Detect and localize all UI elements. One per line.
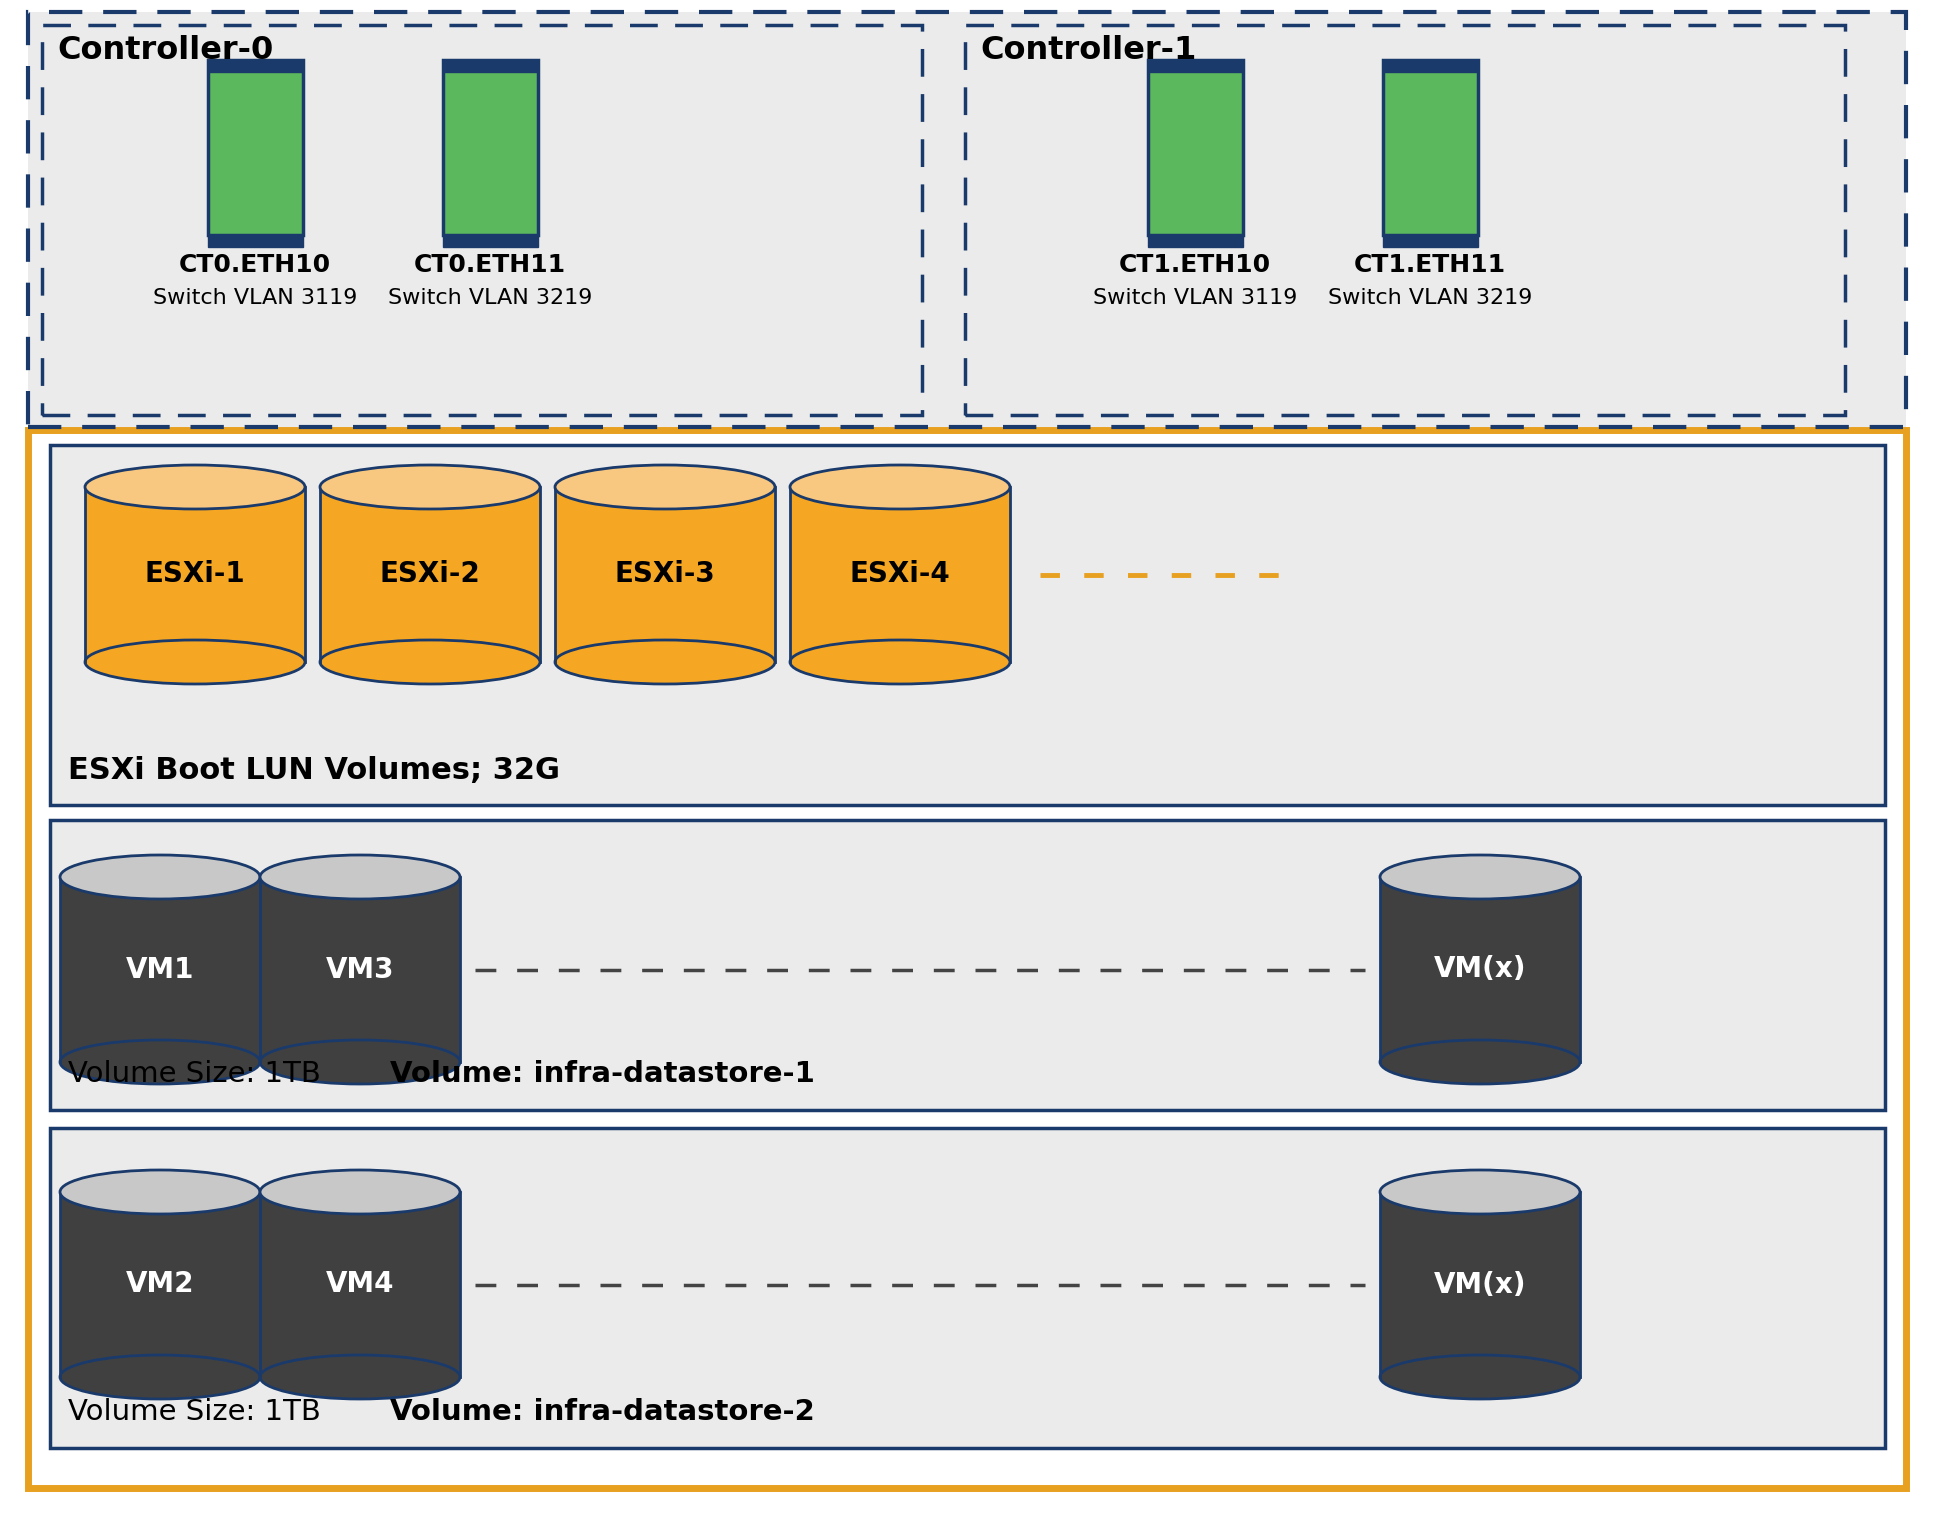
Ellipse shape	[259, 855, 461, 899]
Text: VM(x): VM(x)	[1434, 1270, 1527, 1299]
Bar	[259, 876, 461, 1063]
Text: Volume: infra-datastore-2: Volume: infra-datastore-2	[391, 1398, 815, 1427]
Ellipse shape	[1380, 1040, 1581, 1084]
Text: Switch VLAN 3119: Switch VLAN 3119	[153, 288, 358, 308]
Bar	[1382, 61, 1478, 235]
Text: ESXi-2: ESXi-2	[379, 561, 480, 588]
Text: Volume Size: 1TB: Volume Size: 1TB	[68, 1060, 321, 1088]
Bar	[1380, 1192, 1581, 1377]
Bar	[319, 487, 540, 662]
Bar	[50, 446, 1885, 805]
Ellipse shape	[319, 465, 540, 509]
Ellipse shape	[60, 855, 259, 899]
Bar	[555, 487, 776, 662]
Bar	[259, 1192, 461, 1377]
Ellipse shape	[60, 1355, 259, 1399]
Bar	[60, 1192, 259, 1377]
Text: CT0.ETH10: CT0.ETH10	[178, 253, 331, 277]
Text: ESXi-1: ESXi-1	[145, 561, 246, 588]
Text: Volume Size: 1TB: Volume Size: 1TB	[68, 1398, 321, 1427]
Text: VM(x): VM(x)	[1434, 955, 1527, 984]
Bar	[27, 431, 1906, 1489]
Text: VM3: VM3	[325, 955, 395, 984]
Ellipse shape	[789, 465, 1010, 509]
Ellipse shape	[1380, 855, 1581, 899]
Text: ESXi-3: ESXi-3	[615, 561, 716, 588]
Bar	[50, 820, 1885, 1110]
Text: Switch VLAN 3119: Switch VLAN 3119	[1093, 288, 1296, 308]
Bar	[1147, 235, 1242, 247]
Ellipse shape	[1380, 1170, 1581, 1214]
Bar	[1147, 61, 1242, 71]
Ellipse shape	[555, 640, 776, 684]
Bar	[207, 235, 302, 247]
Ellipse shape	[555, 465, 776, 509]
Ellipse shape	[85, 640, 306, 684]
Text: Switch VLAN 3219: Switch VLAN 3219	[387, 288, 592, 308]
Ellipse shape	[1380, 1355, 1581, 1399]
Text: Volume: infra-datastore-1: Volume: infra-datastore-1	[391, 1060, 815, 1088]
Ellipse shape	[60, 1040, 259, 1084]
Ellipse shape	[85, 465, 306, 509]
Bar	[1380, 876, 1581, 1063]
Bar	[966, 24, 1844, 415]
Text: Controller-0: Controller-0	[56, 35, 273, 67]
Text: Switch VLAN 3219: Switch VLAN 3219	[1327, 288, 1533, 308]
Text: VM1: VM1	[126, 955, 194, 984]
Bar	[207, 61, 302, 71]
Text: Controller-1: Controller-1	[979, 35, 1196, 67]
Text: CT0.ETH11: CT0.ETH11	[414, 253, 567, 277]
Text: ESXi Boot LUN Volumes; 32G: ESXi Boot LUN Volumes; 32G	[68, 756, 559, 785]
Text: CT1.ETH10: CT1.ETH10	[1118, 253, 1271, 277]
Bar	[85, 487, 306, 662]
Text: CT1.ETH11: CT1.ETH11	[1354, 253, 1505, 277]
Bar	[60, 876, 259, 1063]
Bar	[1147, 61, 1242, 235]
Bar	[207, 61, 302, 235]
Ellipse shape	[259, 1040, 461, 1084]
Bar	[443, 61, 538, 71]
Bar	[43, 24, 921, 415]
Text: ESXi-4: ESXi-4	[849, 561, 950, 588]
Ellipse shape	[259, 1355, 461, 1399]
Ellipse shape	[259, 1170, 461, 1214]
Ellipse shape	[319, 640, 540, 684]
Bar	[789, 487, 1010, 662]
Bar	[443, 235, 538, 247]
Ellipse shape	[789, 640, 1010, 684]
Bar	[443, 61, 538, 235]
Ellipse shape	[60, 1170, 259, 1214]
Bar	[50, 1128, 1885, 1448]
Text: VM2: VM2	[126, 1270, 194, 1299]
Bar	[1382, 61, 1478, 71]
Text: VM4: VM4	[325, 1270, 395, 1299]
Bar	[27, 12, 1906, 428]
Bar	[1382, 235, 1478, 247]
